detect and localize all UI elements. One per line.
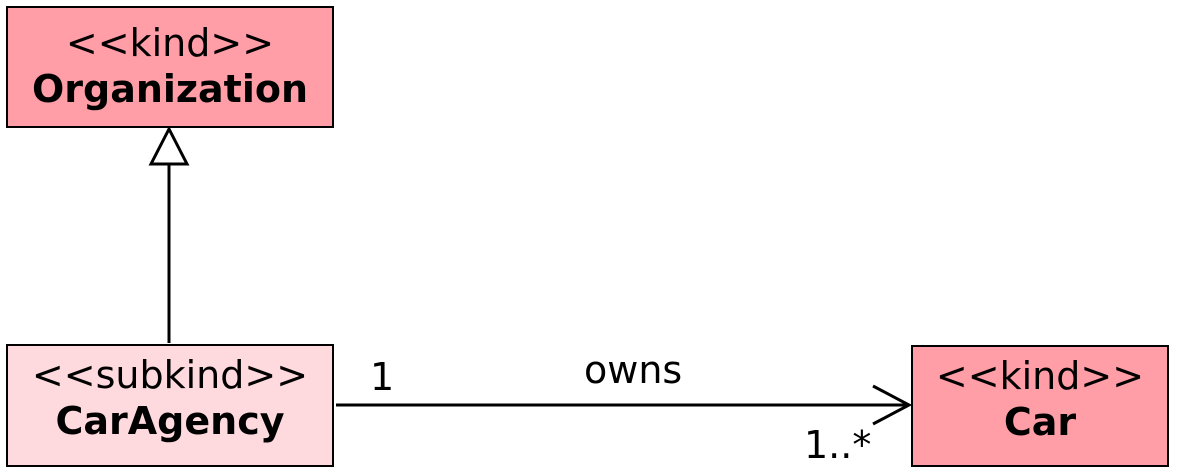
class-name: Organization [31,67,309,111]
stereotype-label: <<kind>> [935,354,1145,398]
association-arrowhead [872,384,913,426]
generalization-arrowhead [148,125,190,166]
target-multiplicity-label: 1..* [804,423,872,467]
class-name: CarAgency [55,399,285,443]
source-multiplicity-label: 1 [370,355,395,399]
stereotype-label: <<subkind>> [31,353,309,397]
class-car[interactable]: <<kind>> Car [911,345,1169,467]
class-caragency[interactable]: <<subkind>> CarAgency [6,344,334,467]
association-name-label: owns [584,348,683,392]
class-organization[interactable]: <<kind>> Organization [6,6,334,128]
stereotype-label: <<kind>> [65,21,275,65]
class-name: Car [1003,400,1077,444]
